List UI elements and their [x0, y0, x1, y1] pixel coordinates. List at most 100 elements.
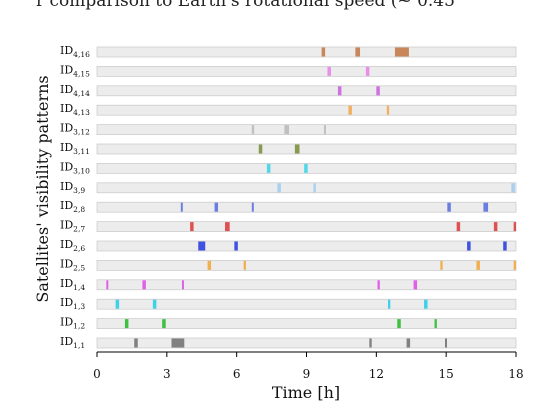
row-track: [96, 298, 517, 310]
row-id-2-5: ID2,5: [60, 257, 517, 272]
row-id-1-2: ID1,2: [60, 316, 517, 331]
visibility-interval-bar: [225, 222, 230, 232]
visibility-interval-bar: [207, 260, 212, 270]
visibility-interval-bar: [251, 125, 255, 135]
visibility-interval-bar: [323, 125, 326, 135]
row-label: ID2,6: [60, 238, 85, 253]
visibility-interval-bar: [181, 280, 184, 290]
row-track: [96, 104, 517, 116]
row-label: ID3,12: [60, 122, 90, 137]
visibility-interval-bar: [142, 280, 146, 290]
x-axis-title: Time [h]: [272, 383, 340, 402]
row-id-4-13: ID4,13: [60, 102, 517, 117]
row-label: ID3,9: [60, 180, 85, 195]
visibility-interval-bar: [294, 144, 300, 154]
row-track: [96, 221, 517, 232]
visibility-interval-bar: [214, 202, 219, 212]
visibility-interval-bar: [387, 299, 391, 309]
row-id-3-9: ID3,9: [60, 180, 517, 195]
row-id-2-8: ID2,8: [60, 199, 517, 214]
visibility-interval-bar: [413, 280, 418, 290]
visibility-interval-bar: [503, 241, 507, 251]
visibility-interval-bar: [397, 319, 401, 329]
row-id-4-16: ID4,16: [60, 44, 517, 59]
row-id-1-1: ID1,1: [60, 335, 517, 350]
visibility-interval-bar: [251, 202, 254, 212]
visibility-interval-bar: [456, 222, 461, 232]
visibility-interval-bar: [243, 260, 246, 270]
row-label: ID4,13: [60, 102, 90, 117]
row-id-2-7: ID2,7: [60, 219, 517, 234]
row-label: ID4,15: [60, 63, 90, 78]
visibility-interval-bar: [258, 144, 263, 154]
visibility-interval-bar: [337, 86, 342, 96]
row-id-3-12: ID3,12: [60, 122, 517, 137]
visibility-interval-bar: [513, 260, 516, 270]
visibility-interval-bar: [377, 280, 380, 290]
row-label: ID3,11: [60, 141, 90, 156]
visibility-interval-bar: [513, 222, 516, 232]
visibility-interval-bar: [348, 105, 352, 115]
row-track: [96, 279, 517, 291]
visibility-interval-bar: [115, 299, 120, 309]
row-id-1-3: ID1,3: [60, 296, 517, 311]
visibility-interval-bar: [284, 125, 290, 135]
row-label: ID3,10: [60, 160, 90, 175]
visibility-interval-bar: [266, 163, 271, 173]
row-track: [96, 143, 517, 155]
row-id-4-15: ID4,15: [60, 63, 517, 78]
visibility-interval-bar: [171, 338, 185, 348]
visibility-interval-bar: [394, 47, 409, 57]
visibility-interval-bar: [162, 319, 166, 329]
visibility-interval-bar: [447, 202, 451, 212]
row-track: [96, 260, 517, 271]
x-tick-label: 9: [303, 367, 311, 381]
x-tick-label: 3: [163, 367, 171, 381]
cropped-caption-text: r comparison to Earth's rotational speed…: [0, 0, 550, 11]
row-label: ID1,4: [60, 277, 85, 292]
visibility-interval-bar: [406, 338, 411, 348]
row-label: ID4,16: [60, 44, 90, 59]
visibility-interval-bar: [304, 163, 308, 173]
visibility-interval-bar: [190, 222, 194, 232]
row-track: [96, 46, 517, 58]
row-id-4-14: ID4,14: [60, 83, 517, 98]
visibility-interval-bar: [467, 241, 471, 251]
x-tick-label: 0: [93, 367, 101, 381]
x-tick-label: 15: [439, 367, 454, 381]
rows-layer: ID4,16 ID4,15 ID4,14 ID4,13 ID3,12 ID3,11 ID3,…: [60, 44, 517, 350]
row-label: ID1,1: [60, 335, 85, 350]
row-track: [96, 124, 517, 135]
visibility-interval-bar: [124, 319, 129, 329]
visibility-interval-bar: [313, 183, 316, 193]
row-track: [96, 318, 517, 329]
visibility-interval-bar: [321, 47, 326, 57]
row-id-3-11: ID3,11: [60, 141, 517, 156]
row-label: ID2,7: [60, 219, 85, 234]
row-track: [96, 240, 517, 252]
row-label: ID1,2: [60, 316, 85, 331]
caption-text: r comparison to Earth's rotational speed…: [36, 0, 455, 11]
x-tick-label: 6: [233, 367, 241, 381]
visibility-interval-bar: [440, 260, 443, 270]
visibility-interval-bar: [134, 338, 138, 348]
visibility-interval-bar: [106, 280, 109, 290]
visibility-interval-bar: [493, 222, 498, 232]
x-tick-label: 18: [508, 367, 523, 381]
visibility-interval-bar: [476, 260, 480, 270]
visibility-interval-bar: [483, 202, 489, 212]
visibility-interval-bar: [152, 299, 157, 309]
row-id-2-6: ID2,6: [60, 238, 517, 253]
visibility-interval-bar: [234, 241, 238, 251]
row-track: [96, 337, 517, 349]
visibility-interval-bar: [277, 183, 281, 193]
x-tick-label: 12: [369, 367, 384, 381]
visibility-interval-bar: [198, 241, 206, 251]
visibility-interval-bar: [424, 299, 428, 309]
row-track: [96, 201, 517, 213]
row-label: ID2,5: [60, 257, 85, 272]
row-id-1-4: ID1,4: [60, 277, 517, 292]
y-axis-title: Satellites' visibility patterns: [33, 75, 52, 302]
row-label: ID1,3: [60, 296, 85, 311]
row-track: [96, 182, 517, 194]
